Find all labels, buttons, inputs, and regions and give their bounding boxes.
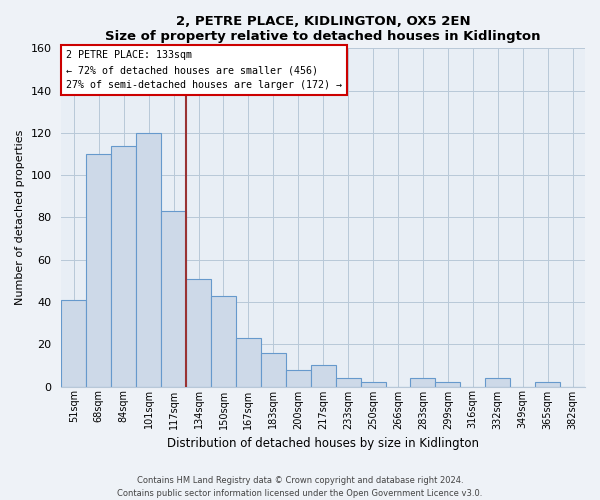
Bar bbox=[236, 338, 261, 386]
Bar bbox=[361, 382, 386, 386]
Bar bbox=[485, 378, 510, 386]
Bar bbox=[211, 296, 236, 386]
X-axis label: Distribution of detached houses by size in Kidlington: Distribution of detached houses by size … bbox=[167, 437, 479, 450]
Bar bbox=[311, 366, 335, 386]
Bar bbox=[86, 154, 111, 386]
Text: Contains HM Land Registry data © Crown copyright and database right 2024.
Contai: Contains HM Land Registry data © Crown c… bbox=[118, 476, 482, 498]
Bar bbox=[535, 382, 560, 386]
Bar bbox=[410, 378, 436, 386]
Title: 2, PETRE PLACE, KIDLINGTON, OX5 2EN
Size of property relative to detached houses: 2, PETRE PLACE, KIDLINGTON, OX5 2EN Size… bbox=[106, 15, 541, 43]
Bar bbox=[436, 382, 460, 386]
Bar bbox=[335, 378, 361, 386]
Text: 2 PETRE PLACE: 133sqm
← 72% of detached houses are smaller (456)
27% of semi-det: 2 PETRE PLACE: 133sqm ← 72% of detached … bbox=[67, 50, 343, 90]
Bar bbox=[61, 300, 86, 386]
Bar bbox=[136, 133, 161, 386]
Bar bbox=[111, 146, 136, 386]
Bar bbox=[286, 370, 311, 386]
Y-axis label: Number of detached properties: Number of detached properties bbox=[15, 130, 25, 305]
Bar bbox=[261, 352, 286, 386]
Bar bbox=[161, 211, 186, 386]
Bar bbox=[186, 278, 211, 386]
